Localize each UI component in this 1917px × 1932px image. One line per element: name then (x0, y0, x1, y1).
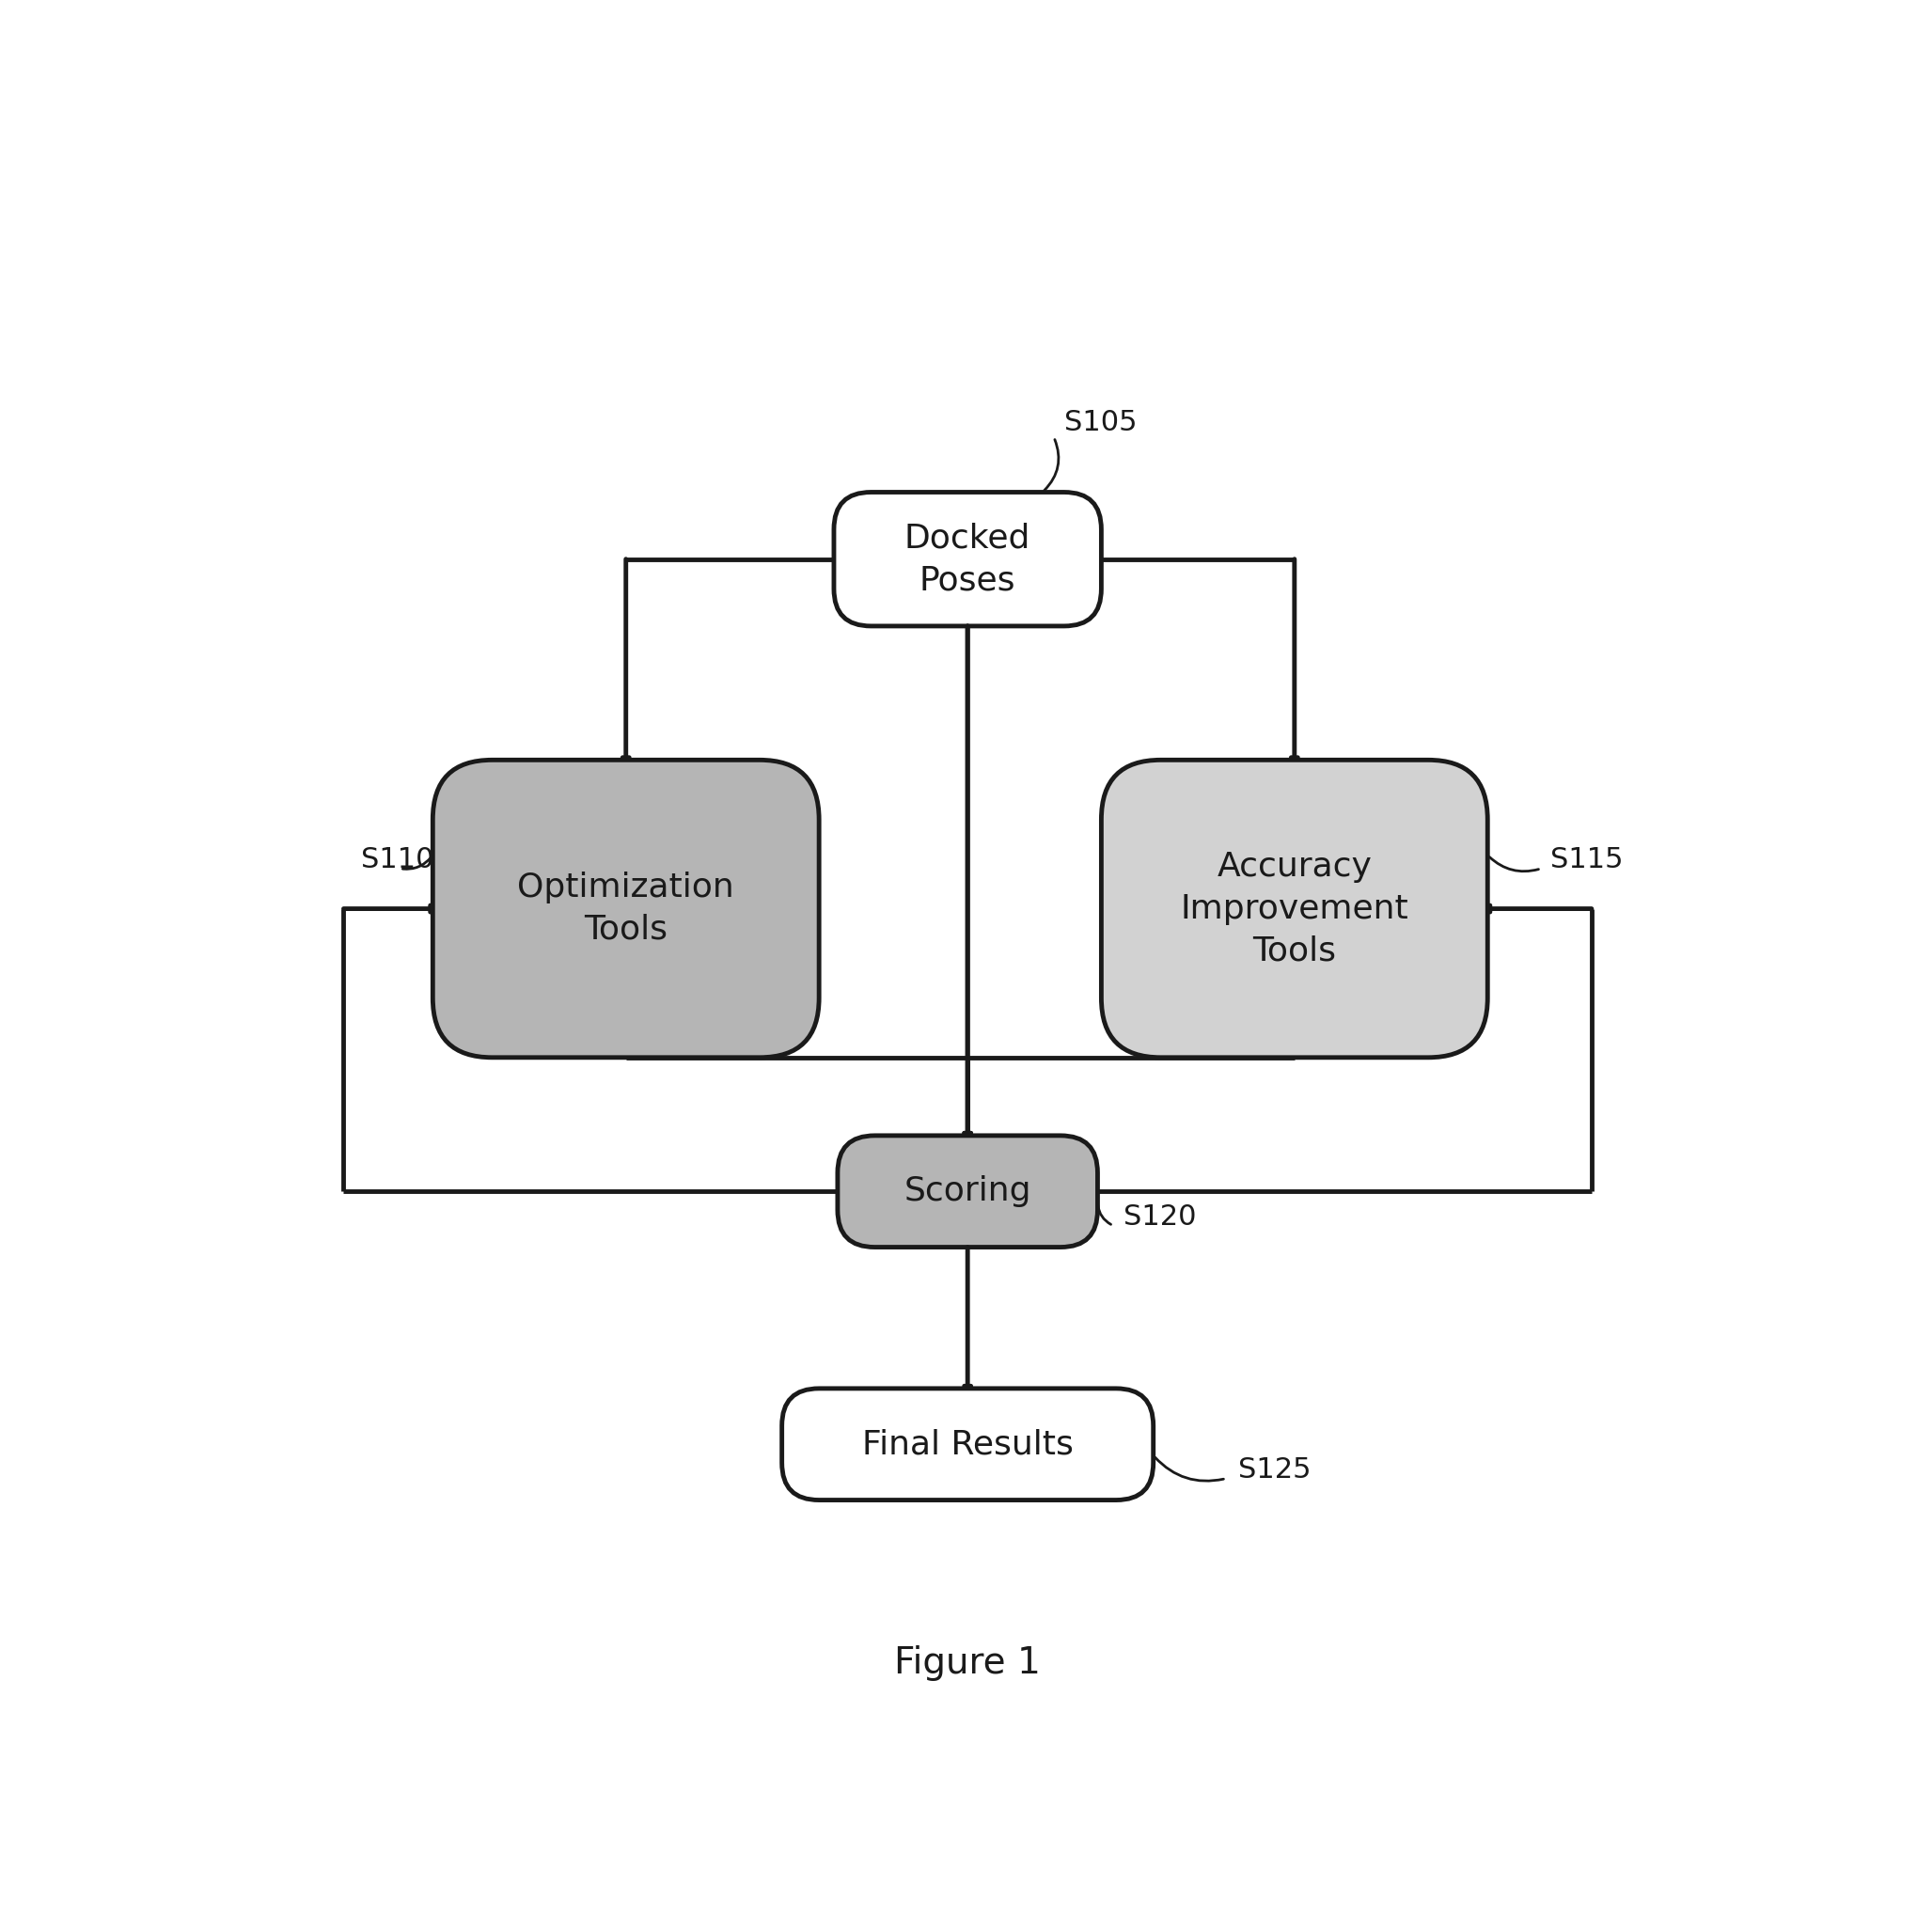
FancyBboxPatch shape (1100, 759, 1488, 1057)
FancyBboxPatch shape (433, 759, 819, 1057)
Text: S105: S105 (1064, 410, 1137, 437)
FancyBboxPatch shape (838, 1136, 1098, 1248)
Text: Figure 1: Figure 1 (895, 1644, 1041, 1681)
Text: Docked
Poses: Docked Poses (905, 522, 1031, 597)
Text: Accuracy
Improvement
Tools: Accuracy Improvement Tools (1181, 850, 1409, 966)
Text: S120: S120 (1123, 1204, 1196, 1231)
FancyBboxPatch shape (834, 493, 1102, 626)
Text: Final Results: Final Results (863, 1428, 1074, 1461)
Text: Scoring: Scoring (905, 1175, 1031, 1208)
Text: S110: S110 (362, 846, 435, 873)
Text: S115: S115 (1551, 846, 1624, 873)
FancyBboxPatch shape (782, 1389, 1154, 1499)
Text: Optimization
Tools: Optimization Tools (518, 871, 734, 947)
Text: S125: S125 (1238, 1457, 1311, 1484)
